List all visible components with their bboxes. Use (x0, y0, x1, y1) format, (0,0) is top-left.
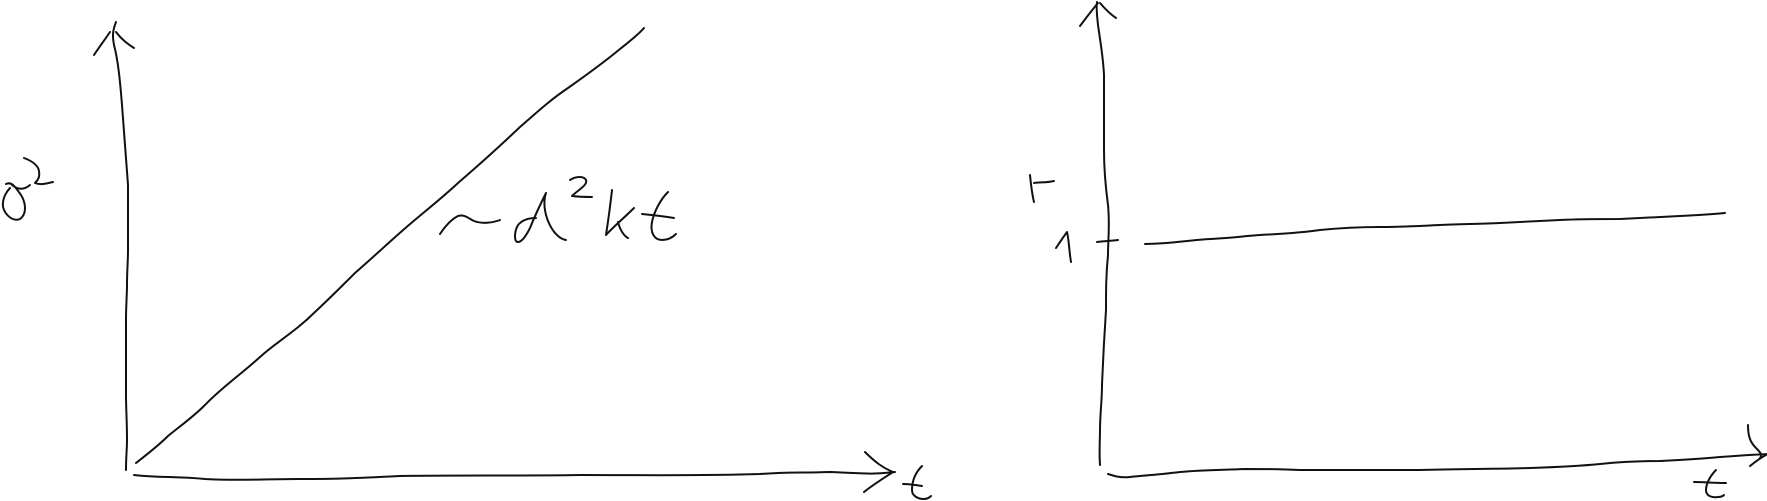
right-series-line (1144, 212, 1726, 245)
left-annotation: ~ d²kt (440, 218, 444, 221)
chart-left: σ² ~ d²kt t (1, 21, 932, 500)
right-y-tick (1096, 239, 1119, 243)
right-y-tick-label-1-glyph (1055, 231, 1072, 263)
left-x-label: t (910, 488, 911, 491)
annotation-exponent-2 (569, 176, 593, 198)
right-y-label-r-glyph (1029, 174, 1055, 203)
right-x-label-t-glyph (1693, 469, 1727, 499)
annotation-d (514, 192, 567, 243)
annotation-tilde (439, 214, 501, 235)
left-x-axis (133, 471, 896, 481)
left-y-label-sigma-glyph (1, 182, 31, 221)
right-y-arrowhead (1079, 2, 1117, 27)
chart-right: 1 r t (1029, 1, 1767, 499)
right-y-axis (1095, 1, 1110, 466)
annotation-k (605, 189, 635, 239)
annotation-t (641, 191, 677, 241)
right-y-tick-label: 1 (1060, 249, 1061, 251)
left-y-label-square-glyph (23, 157, 54, 186)
right-x-axis (1107, 453, 1767, 479)
left-y-arrowhead (93, 31, 135, 56)
right-x-label: t (1712, 486, 1713, 489)
right-y-label: r (1035, 189, 1036, 191)
right-x-arrowhead (1747, 424, 1767, 467)
left-y-axis (111, 21, 129, 471)
left-x-label-t (902, 465, 932, 500)
left-x-arrowhead (863, 451, 894, 493)
left-y-label: σ² (18, 208, 20, 211)
left-series-line (135, 27, 645, 464)
